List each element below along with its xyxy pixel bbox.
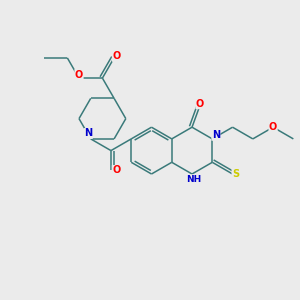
Text: N: N [84,128,92,139]
Text: N: N [212,130,220,140]
Text: O: O [112,51,121,61]
Text: O: O [196,99,204,109]
Text: NH: NH [186,175,201,184]
Text: O: O [75,70,83,80]
Text: O: O [112,166,121,176]
Text: O: O [269,122,277,132]
Text: S: S [232,169,239,179]
